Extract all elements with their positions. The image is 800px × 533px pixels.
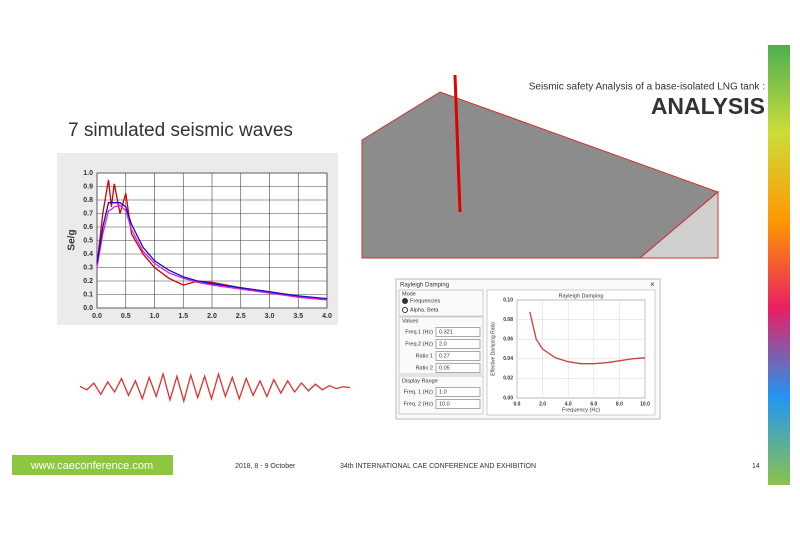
y-tick-label: 0.6 (83, 224, 93, 231)
y-tick-label: 0.2 (83, 278, 93, 285)
radio[interactable] (402, 298, 408, 304)
x-tick-label: 0.5 (121, 313, 131, 320)
input-value[interactable]: 1.0 (439, 389, 447, 395)
range-label: Display Range (402, 378, 438, 384)
y-tick-label: 0.8 (83, 197, 93, 204)
x-tick-label: 0.0 (92, 313, 102, 320)
damping-chart-panel (486, 289, 656, 416)
footer-date: 2018, 8 - 9 October (235, 463, 296, 470)
footer-page: 14 (752, 463, 760, 470)
x-tick-label: 0.0 (514, 401, 521, 407)
y-tick-label: 0.5 (83, 237, 93, 244)
field-label: Freq.2 (Hz) (405, 341, 433, 347)
field-label: Freq.1 (Hz) (405, 329, 433, 335)
damping-xlabel: Frequency (Hz) (562, 407, 600, 413)
input-box[interactable] (435, 387, 481, 397)
values-group (398, 315, 484, 375)
y-tick-label: 0.1 (83, 291, 93, 298)
x-tick-label: 4.0 (322, 313, 332, 320)
x-tick-label: 8.0 (616, 401, 623, 407)
header-title: ANALYSIS (651, 93, 765, 119)
mode-label: Mode (402, 291, 416, 297)
model-side (638, 190, 719, 259)
x-tick-label: 1.0 (150, 313, 160, 320)
mode-group (398, 289, 484, 318)
input-value[interactable]: 0.05 (439, 365, 450, 371)
field-label: Freq. 1 (Hz) (404, 389, 434, 395)
input-value[interactable]: 2.0 (439, 341, 447, 347)
input-box[interactable] (435, 351, 481, 361)
data-line (529, 311, 646, 365)
y-tick-label: 0.10 (503, 297, 513, 303)
x-tick-label: 2.0 (539, 401, 546, 407)
x-tick-label: 10.0 (640, 401, 650, 407)
decor-strip (768, 45, 790, 485)
x-tick-label: 3.5 (293, 313, 303, 320)
x-tick-label: 6.0 (590, 401, 597, 407)
y-tick-label: 1.0 (83, 170, 93, 177)
input-value[interactable]: 0.321 (439, 329, 453, 335)
header-subtitle: Seismic safety Analysis of a base-isolat… (529, 82, 765, 93)
input-box[interactable] (435, 363, 481, 373)
field-label: Ratio 1 (416, 353, 433, 359)
footer-badge (12, 455, 173, 475)
y-tick-label: 0.9 (83, 183, 93, 190)
radio[interactable] (402, 307, 408, 313)
x-tick-label: 3.0 (265, 313, 275, 320)
y-axis-label: Se/g (67, 229, 78, 250)
model-pole (453, 74, 462, 213)
radio-label[interactable]: Frequencies (410, 298, 441, 304)
input-value[interactable]: 10.0 (439, 401, 450, 407)
input-value[interactable]: 0.27 (439, 353, 450, 359)
dialog-close[interactable]: × (650, 280, 655, 289)
damping-title: Rayleigh Damping (559, 293, 604, 299)
y-tick-label: 0.0 (83, 305, 93, 312)
field-label: Freq. 2 (Hz) (404, 401, 434, 407)
y-tick-label: 0.04 (503, 356, 513, 362)
y-tick-label: 0.08 (503, 317, 513, 323)
footer-conference: 34th INTERNATIONAL CAE CONFERENCE AND EX… (340, 463, 536, 470)
y-tick-label: 0.06 (503, 337, 513, 343)
y-tick-label: 0.4 (83, 251, 93, 258)
x-tick-label: 2.5 (236, 313, 246, 320)
radio-label[interactable]: Alpha, Beta (410, 307, 439, 313)
input-box[interactable] (435, 399, 481, 409)
y-tick-label: 0.7 (83, 210, 93, 217)
range-group (398, 375, 484, 415)
data-line (96, 202, 328, 300)
input-box[interactable] (435, 327, 481, 337)
damping-ylabel: Effective Damping Ratio (490, 322, 496, 376)
x-tick-label: 4.0 (565, 401, 572, 407)
field-label: Ratio 2 (416, 365, 433, 371)
data-line (96, 204, 328, 301)
x-tick-label: 2.0 (207, 313, 217, 320)
dialog-title: Rayleigh Damping (400, 283, 449, 289)
y-tick-label: 0.00 (503, 395, 513, 401)
section-title: 7 simulated seismic waves (68, 120, 293, 141)
data-line (79, 371, 351, 404)
y-tick-label: 0.3 (83, 264, 93, 271)
values-label: Values (402, 318, 419, 324)
y-tick-label: 0.02 (503, 376, 513, 382)
footer-website[interactable]: www.caeconference.com (30, 460, 153, 472)
x-tick-label: 1.5 (178, 313, 188, 320)
input-box[interactable] (435, 339, 481, 349)
